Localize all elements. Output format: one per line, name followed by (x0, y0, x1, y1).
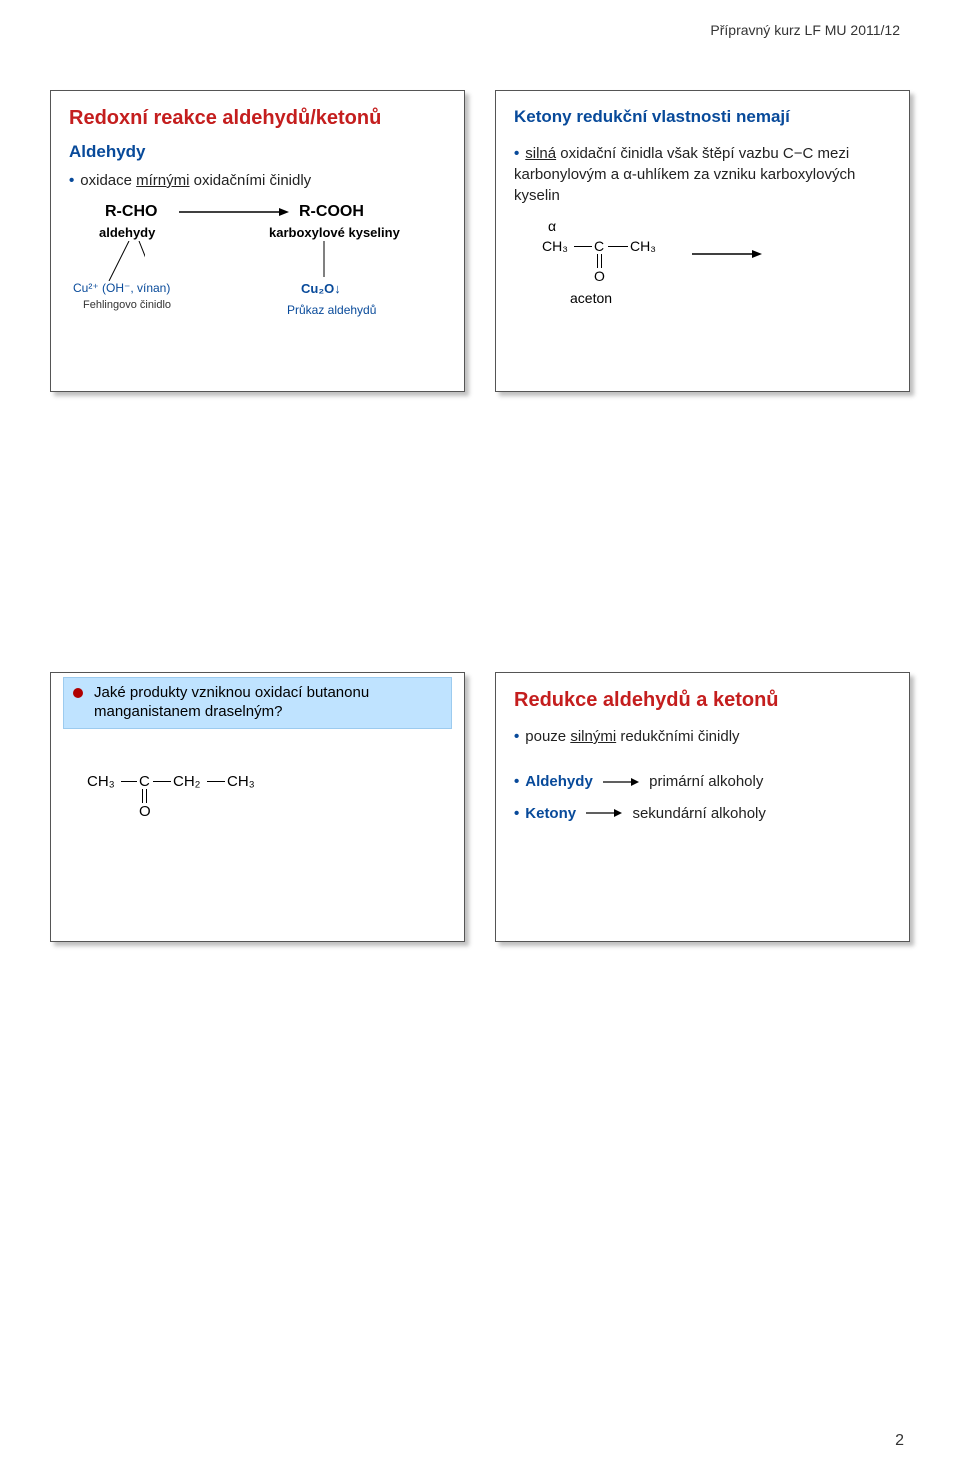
bullet-line: • pouze silnými redukčními činidly (514, 728, 891, 745)
primarni-alkoholy: primární alkoholy (649, 773, 763, 790)
bullet-dot: • (514, 728, 519, 745)
reaction-rhs: R-COOH (299, 203, 364, 221)
bond-line (207, 781, 225, 782)
o-label: O (139, 803, 151, 820)
t2: redukčními činidly (616, 728, 739, 745)
ketony-label: Ketony (525, 805, 576, 822)
subheading: Aldehydy (69, 142, 446, 162)
ch3-left: CH₃ (542, 238, 568, 254)
bullet-dot: • (69, 172, 74, 189)
sekundarni-alkoholy: sekundární alkoholy (632, 805, 765, 822)
question-bar: Jaké produkty vzniknou oxidací butanonu … (63, 677, 452, 729)
bullet-line: • silná oxidační činidla však štěpí vazbu… (514, 143, 891, 206)
reagent-label: Cu²⁺ (OH⁻, vínan) (73, 281, 170, 295)
branch-lines-icon (105, 241, 145, 281)
t1: pouze (525, 728, 570, 745)
bullet-dot: • (514, 773, 519, 790)
ch3-right: CH₃ (227, 773, 255, 790)
row-2: Jaké produkty vzniknou oxidací butanonu … (50, 672, 910, 942)
reaction-lhs: R-CHO (105, 203, 157, 221)
bullet-line-aldehydy: • Aldehydy primární alkoholy (514, 773, 891, 791)
header-text: Přípravný kurz LF MU 2011/12 (710, 22, 900, 38)
product-label: Cu₂O↓ (301, 281, 341, 296)
o-label: O (594, 268, 605, 284)
ch3-left: CH₃ (87, 773, 115, 790)
bullet-dot: • (514, 805, 519, 822)
panel-title: Redukce aldehydů a ketonů (514, 689, 891, 712)
c-center: C (139, 773, 150, 790)
row-1: Redoxní reakce aldehydů/ketonů Aldehydy … (50, 90, 910, 392)
question-bullet-icon (70, 684, 86, 706)
page-number: 2 (895, 1432, 904, 1450)
question-text: Jaké produkty vzniknou oxidací butanonu … (94, 684, 443, 722)
arrow-icon (692, 246, 762, 262)
bond-line (574, 246, 592, 247)
panel-ketony: Ketony redukční vlastnosti nemají • silná… (495, 90, 910, 392)
double-bond-line (601, 254, 602, 268)
bullet-line-1: • oxidace mírnými oxidačními činidly (69, 172, 446, 189)
underline-word: mírnými (136, 172, 189, 189)
double-bond-line (597, 254, 598, 268)
reagent-sublabel: Fehlingovo činidlo (83, 299, 171, 311)
bullet-line-ketony: • Ketony sekundární alkoholy (514, 805, 891, 823)
reaction-sub-rhs: karboxylové kyseliny (269, 225, 400, 240)
double-bond-line (142, 789, 143, 803)
double-bond-line (146, 789, 147, 803)
reaction-sub-lhs: aldehydy (99, 225, 155, 240)
alpha-label: α (548, 218, 556, 234)
arrow-icon (179, 205, 289, 222)
arrow-icon (586, 805, 622, 822)
bullet-text: oxidace mírnými oxidačními činidly (80, 172, 311, 189)
panel-question: Jaké produkty vzniknou oxidací butanonu … (50, 672, 465, 942)
ch3-right: CH₃ (630, 238, 656, 254)
panel-title: Redoxní reakce aldehydů/ketonů (69, 107, 446, 130)
underline-word: silná (525, 145, 556, 162)
panel-redukce: Redukce aldehydů a ketonů • pouze silnými… (495, 672, 910, 942)
chem-structure-butanon: CH₃ C CH₂ CH₃ O (87, 759, 307, 819)
ch2: CH₂ (173, 773, 201, 790)
panel-title: Ketony redukční vlastnosti nemají (514, 107, 891, 127)
page: Přípravný kurz LF MU 2011/12 Redoxní rea… (0, 0, 960, 1476)
bond-line (153, 781, 171, 782)
bond-line (608, 246, 628, 247)
panel-redox: Redoxní reakce aldehydů/ketonů Aldehydy … (50, 90, 465, 392)
bullet-dot: • (514, 145, 519, 162)
bond-line (121, 781, 137, 782)
reaction-scheme: R-CHO R-COOH aldehydy karboxylové kyseli… (69, 203, 446, 373)
underline-word: silnými (570, 728, 616, 745)
arrow-icon (603, 774, 639, 791)
chem-structure-aceton: α CH₃ C CH₃ O aceton (542, 224, 802, 304)
branch-line-icon (317, 241, 331, 277)
aceton-label: aceton (570, 290, 612, 306)
bullet-rest: oxidační činidla však štěpí vazbu C−C me… (514, 145, 855, 204)
aldehydy-label: Aldehydy (525, 773, 593, 790)
proof-label: Průkaz aldehydů (287, 303, 376, 317)
c-center: C (594, 238, 604, 254)
